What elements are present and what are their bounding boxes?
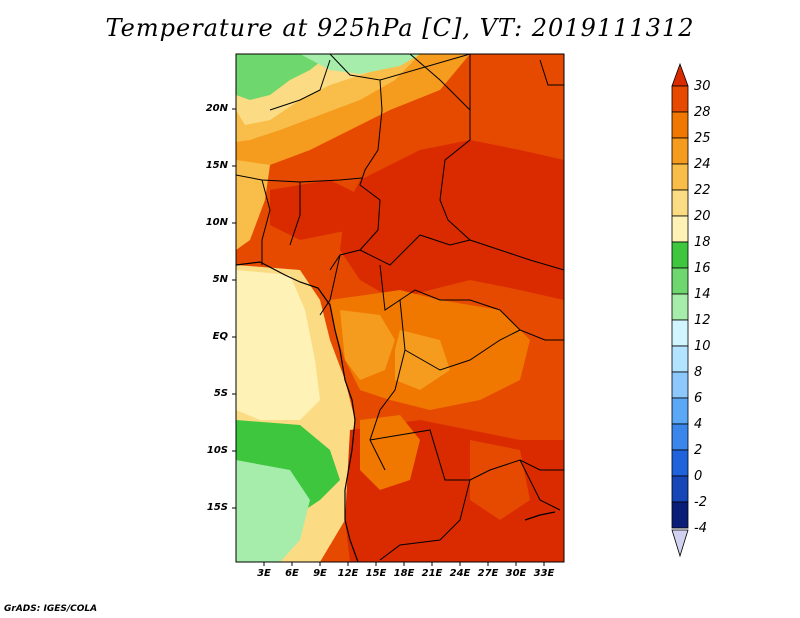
colorbar-label: 12: [694, 313, 711, 328]
colorbar-box: [671, 137, 689, 165]
lon-label: 27E: [477, 568, 499, 579]
colorbar-bottom-arrow: [671, 529, 689, 558]
lon-label: 21E: [421, 568, 443, 579]
colorbar-label: 20: [694, 209, 711, 224]
lat-label: 10S: [206, 445, 228, 456]
colorbar-label: 16: [694, 261, 711, 276]
colorbar-box: [671, 85, 689, 113]
lon-label: 18E: [393, 568, 415, 579]
lat-label: 15S: [206, 502, 228, 513]
country-borders: [236, 54, 564, 561]
colorbar-label: 28: [694, 105, 711, 120]
lon-label: 3E: [257, 568, 271, 579]
field-north-pale: [300, 54, 420, 74]
lat-label: 5S: [213, 388, 228, 399]
colorbar-box: [671, 423, 689, 451]
field-north-green: [236, 54, 330, 100]
colorbar-label: 6: [694, 391, 703, 406]
credit-text: GrADS: IGES/COLA: [4, 604, 98, 614]
colorbar-label: 0: [694, 469, 703, 484]
colorbar-box: [671, 111, 689, 139]
map-frame: [235, 53, 565, 563]
colorbar-box: [671, 397, 689, 425]
colorbar-box: [671, 163, 689, 191]
colorbar-box: [671, 267, 689, 295]
colorbar-label: 18: [694, 235, 711, 250]
lat-label: 10N: [205, 217, 228, 228]
lat-label: 5N: [212, 274, 228, 285]
colorbar-box: [671, 371, 689, 399]
colorbar-box: [671, 475, 689, 503]
colorbar-top-arrow: [671, 62, 689, 87]
lon-label: 6E: [285, 568, 299, 579]
lon-label: 24E: [449, 568, 471, 579]
colorbar-label: 24: [694, 157, 711, 172]
colorbar-label: 8: [694, 365, 703, 380]
field-hot-core-north: [340, 140, 564, 300]
lon-label: 30E: [505, 568, 527, 579]
lat-label: 15N: [205, 160, 228, 171]
colorbar-box: [671, 189, 689, 217]
field-ne: [470, 54, 564, 130]
colorbar-label: 4: [694, 417, 703, 432]
colorbar-label: 25: [694, 131, 711, 146]
field-basin-west: [340, 310, 395, 380]
colorbar-label: 10: [694, 339, 711, 354]
field-ocean-cool: [236, 270, 320, 420]
map-title: Temperature at 925hPa [C], VT: 201911131…: [105, 14, 695, 42]
lon-label: 15E: [365, 568, 387, 579]
colorbar-label: -2: [694, 495, 707, 510]
colorbar-box: [671, 501, 689, 529]
lon-label: 33E: [533, 568, 555, 579]
colorbar-box: [671, 293, 689, 321]
lon-label: 9E: [313, 568, 327, 579]
lat-label: EQ: [212, 331, 228, 342]
lat-label: 20N: [205, 103, 228, 114]
temperature-field: [236, 54, 564, 562]
colorbar-box: [671, 215, 689, 243]
colorbar-label: 22: [694, 183, 711, 198]
coastline: [236, 261, 556, 562]
lon-label: 12E: [337, 568, 359, 579]
field-ocean-pale: [236, 460, 310, 562]
colorbar-label: -4: [694, 521, 707, 536]
field-hot-west: [270, 180, 360, 240]
colorbar-label: 2: [694, 443, 703, 458]
colorbar-box: [671, 319, 689, 347]
colorbar-box: [671, 241, 689, 269]
colorbar-label: 30: [694, 79, 711, 94]
axis-ticks: [232, 108, 545, 566]
colorbar: [671, 62, 689, 558]
field-south-east: [470, 440, 530, 520]
colorbar-label: 14: [694, 287, 711, 302]
field-west-coast: [236, 160, 270, 250]
colorbar-box: [671, 345, 689, 373]
colorbar-box: [671, 449, 689, 477]
